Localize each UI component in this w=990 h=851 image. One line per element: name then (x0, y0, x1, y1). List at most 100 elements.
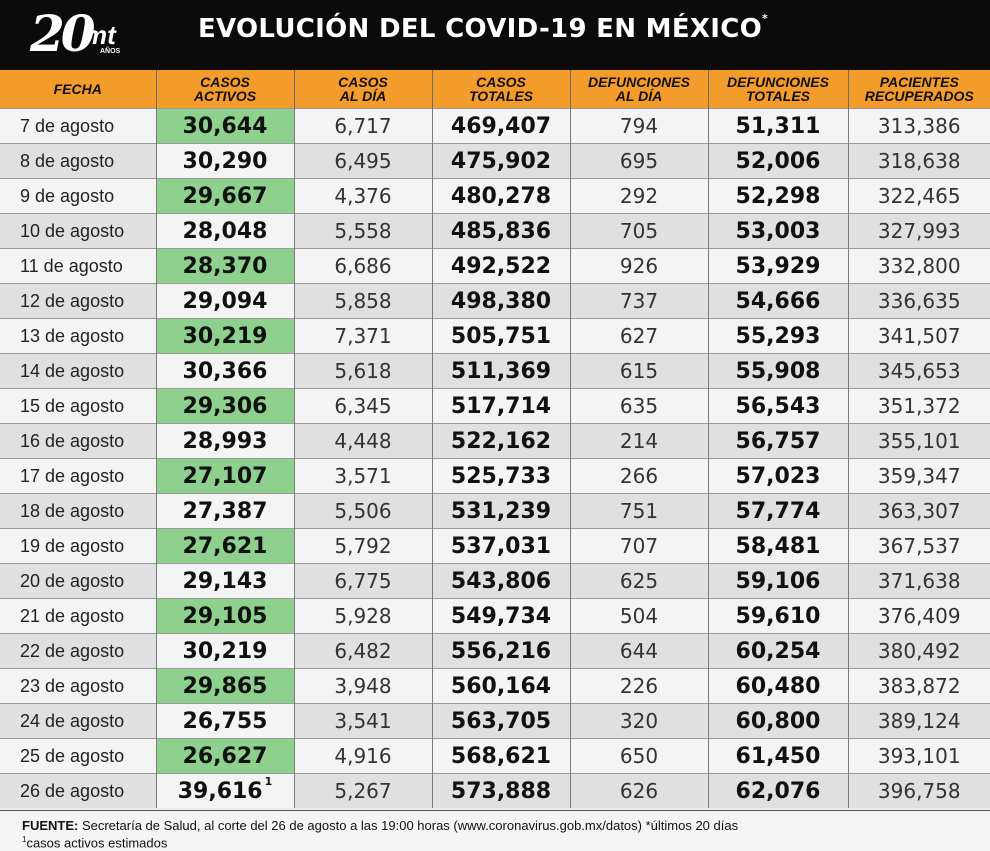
date-cell-value: 24 de agosto (20, 710, 125, 731)
active-cases-cell-value: 30,290 (182, 148, 268, 174)
active-cases-cell-value: 30,219 (182, 638, 268, 664)
total-deaths-cell: 55,908 (707, 353, 848, 389)
table-row: 10 de agosto 28,048 5,558 485,836 705 53,003 3… (0, 213, 990, 249)
daily-cases-cell: 3,948 (293, 668, 432, 704)
daily-cases-cell: 5,618 (293, 353, 432, 389)
daily-deaths-cell: 504 (569, 598, 708, 634)
table-row: 20 de agosto 29,143 6,775 543,806 625 59,106 3… (0, 563, 990, 599)
daily-cases-cell: 5,558 (293, 213, 432, 249)
column-header-line: CASOS (476, 74, 526, 90)
active-cases-cell: 29,094 (155, 283, 294, 319)
recovered-cell: 332,800 (847, 248, 990, 284)
date-cell: 25 de agosto (0, 738, 156, 774)
total-deaths-cell-value: 55,293 (735, 323, 821, 349)
column-header-line: ACTIVOS (193, 88, 257, 104)
date-cell: 18 de agosto (0, 493, 156, 529)
recovered-cell-value: 313,386 (877, 114, 961, 138)
daily-deaths-cell: 627 (569, 318, 708, 354)
title-text: EVOLUCIÓN DEL COVID-19 EN MÉXICO (198, 14, 762, 44)
logo-number: 20 (30, 4, 96, 63)
page-title: EVOLUCIÓN DEL COVID-19 EN MÉXICO* (198, 12, 768, 44)
table-row: 18 de agosto 27,387 5,506 531,239 751 57,774 3… (0, 493, 990, 529)
column-header: DEFUNCIONES AL DÍA (569, 70, 708, 109)
total-cases-cell: 492,522 (431, 248, 570, 284)
daily-deaths-cell-value: 320 (619, 709, 659, 733)
total-deaths-cell-value: 58,481 (735, 533, 821, 559)
date-cell: 17 de agosto (0, 458, 156, 494)
total-cases-cell-value: 525,733 (450, 463, 552, 489)
total-deaths-cell: 53,929 (707, 248, 848, 284)
recovered-cell: 380,492 (847, 633, 990, 669)
note-line: 1casos activos estimados (22, 835, 167, 850)
active-cases-cell: 30,366 (155, 353, 294, 389)
active-cases-cell: 30,644 (155, 108, 294, 144)
date-cell: 22 de agosto (0, 633, 156, 669)
daily-cases-cell: 5,267 (293, 773, 432, 808)
date-cell-value: 11 de agosto (20, 255, 123, 276)
date-cell-value: 23 de agosto (20, 675, 125, 696)
daily-cases-cell-value: 4,448 (334, 429, 392, 453)
table-row: 7 de agosto 30,644 6,717 469,407 794 51,311 31… (0, 108, 990, 144)
date-cell-value: 19 de agosto (20, 535, 125, 556)
total-cases-cell: 531,239 (431, 493, 570, 529)
daily-deaths-cell: 214 (569, 423, 708, 459)
recovered-cell: 336,635 (847, 283, 990, 319)
date-cell-value: 25 de agosto (20, 745, 125, 766)
daily-deaths-cell: 737 (569, 283, 708, 319)
total-deaths-cell: 58,481 (707, 528, 848, 564)
recovered-cell-value: 318,638 (877, 149, 961, 173)
total-deaths-cell: 56,543 (707, 388, 848, 424)
table-row: 11 de agosto 28,370 6,686 492,522 926 53,929 3… (0, 248, 990, 284)
logo-brand: mt (84, 20, 116, 50)
total-deaths-cell-value: 59,610 (735, 603, 821, 629)
date-cell-value: 26 de agosto (20, 780, 125, 801)
recovered-cell-value: 389,124 (877, 709, 961, 733)
recovered-cell: 327,993 (847, 213, 990, 249)
table-row: 19 de agosto 27,621 5,792 537,031 707 58,481 3… (0, 528, 990, 564)
recovered-cell: 359,347 (847, 458, 990, 494)
total-deaths-cell: 61,450 (707, 738, 848, 774)
total-deaths-cell-value: 57,023 (735, 463, 821, 489)
daily-cases-cell-value: 5,506 (334, 499, 392, 523)
total-deaths-cell-value: 61,450 (735, 743, 821, 769)
active-cases-cell: 28,993 (155, 423, 294, 459)
date-cell-value: 13 de agosto (20, 325, 125, 346)
total-deaths-cell: 60,480 (707, 668, 848, 704)
active-cases-cell-value: 30,644 (182, 113, 268, 139)
total-deaths-cell: 51,311 (707, 108, 848, 144)
daily-deaths-cell-value: 705 (619, 219, 659, 243)
active-cases-cell-value: 27,107 (182, 463, 268, 489)
daily-cases-cell: 4,376 (293, 178, 432, 214)
total-cases-cell: 549,734 (431, 598, 570, 634)
daily-deaths-cell: 292 (569, 178, 708, 214)
date-cell: 11 de agosto (0, 248, 156, 284)
total-cases-cell-value: 560,164 (450, 673, 552, 699)
daily-deaths-cell-value: 635 (619, 394, 659, 418)
table-row: 25 de agosto 26,627 4,916 568,621 650 61,450 3… (0, 738, 990, 774)
column-header: CASOS ACTIVOS (155, 70, 294, 109)
daily-cases-cell-value: 5,928 (334, 604, 392, 628)
daily-deaths-cell: 626 (569, 773, 708, 808)
recovered-cell-value: 327,993 (877, 219, 961, 243)
daily-deaths-cell-value: 625 (619, 569, 659, 593)
column-header: CASOS TOTALES (431, 70, 570, 109)
column-header: DEFUNCIONES TOTALES (707, 70, 848, 109)
date-cell: 23 de agosto (0, 668, 156, 704)
total-deaths-cell-value: 54,666 (735, 288, 821, 314)
total-cases-cell: 563,705 (431, 703, 570, 739)
active-cases-cell: 26,755 (155, 703, 294, 739)
daily-deaths-cell: 751 (569, 493, 708, 529)
daily-cases-cell-value: 6,717 (334, 114, 392, 138)
total-deaths-cell: 59,106 (707, 563, 848, 599)
column-header-line: CASOS (200, 74, 250, 90)
total-deaths-cell: 53,003 (707, 213, 848, 249)
column-header: PACIENTES RECUPERADOS (847, 70, 990, 109)
daily-deaths-cell: 615 (569, 353, 708, 389)
daily-cases-cell-value: 6,482 (334, 639, 392, 663)
total-cases-cell: 505,751 (431, 318, 570, 354)
covid-table: FECHA CASOS ACTIVOS CASOS AL DÍA CASOS TOTALES… (0, 70, 990, 808)
total-deaths-cell: 60,800 (707, 703, 848, 739)
daily-deaths-cell-value: 644 (619, 639, 659, 663)
total-deaths-cell: 57,774 (707, 493, 848, 529)
logo-sub: AÑOS (100, 48, 121, 55)
